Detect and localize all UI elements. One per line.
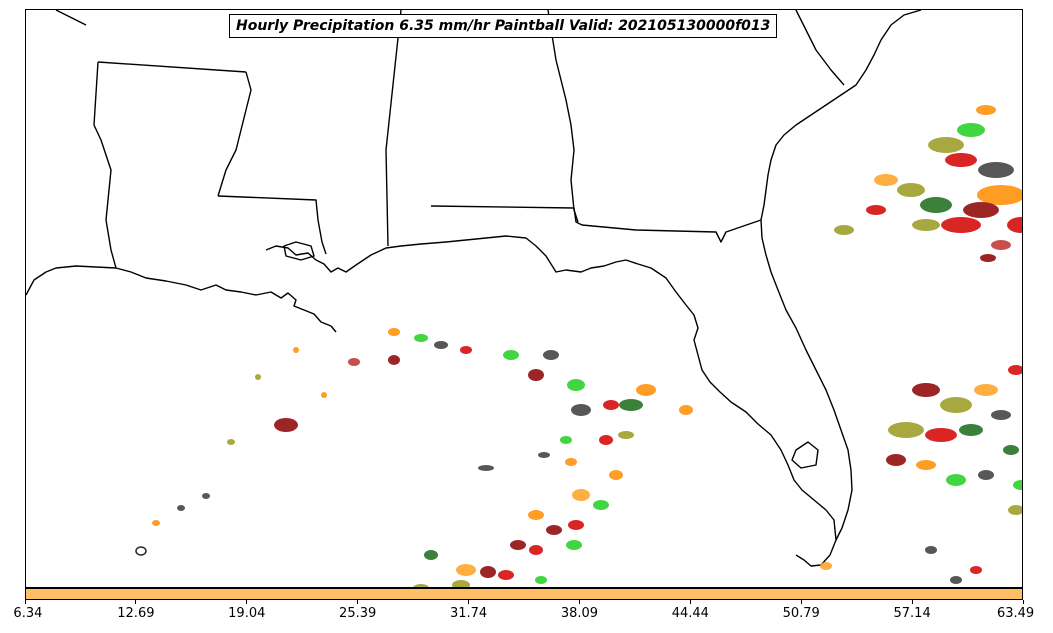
colorbar-tick-label: 31.74 bbox=[449, 606, 488, 621]
lake-okeechobee bbox=[791, 441, 819, 469]
colorbar-tick-label: 6.34 bbox=[13, 606, 43, 621]
state-border-ms-al bbox=[385, 10, 402, 247]
blob-cluster-gulf bbox=[135, 328, 832, 587]
colorbar-tick-label: 19.04 bbox=[228, 606, 266, 621]
state-border-al-ga bbox=[547, 10, 579, 223]
blob-cluster-atlantic bbox=[834, 105, 1022, 262]
colorbar-tick-label: 50.79 bbox=[782, 606, 820, 621]
state-border-ms-river bbox=[217, 71, 252, 197]
colorbar-tick-mark bbox=[578, 600, 580, 604]
blob-cluster-east bbox=[886, 365, 1022, 584]
colorbar-tick-mark bbox=[468, 600, 470, 604]
colorbar-tick-label: 38.09 bbox=[560, 606, 599, 621]
coastline-atlantic bbox=[760, 10, 922, 221]
colorbar-tick-label: 63.49 bbox=[996, 606, 1035, 621]
colorbar-tick-label: 25.39 bbox=[339, 606, 377, 621]
colorbar-tick-mark bbox=[689, 600, 691, 604]
colorbar-tick-mark bbox=[246, 600, 248, 604]
colorbar-tick-mark bbox=[357, 600, 359, 604]
state-border-ga-fl bbox=[581, 219, 762, 243]
colorbar-tick-label: 57.14 bbox=[893, 606, 931, 621]
map-canvas bbox=[26, 10, 1022, 587]
lake-pontchartrain bbox=[283, 241, 315, 261]
precip-blobs bbox=[135, 105, 1022, 587]
coastline-fl-east bbox=[760, 219, 853, 541]
coastline-la-ms bbox=[265, 235, 837, 567]
map-title: Hourly Precipitation 6.35 mm/hr Paintbal… bbox=[229, 14, 778, 38]
colorbar bbox=[25, 588, 1023, 600]
colorbar-tick-mark bbox=[24, 600, 26, 604]
state-border-tn bbox=[55, 10, 87, 26]
colorbar-tick-mark bbox=[800, 600, 802, 604]
coastline-west bbox=[26, 265, 337, 333]
colorbar-tick-mark bbox=[135, 600, 137, 604]
state-border-la-ar bbox=[97, 61, 247, 73]
colorbar-tick-label: 44.44 bbox=[671, 606, 709, 621]
map-panel: Hourly Precipitation 6.35 mm/hr Paintbal… bbox=[25, 9, 1023, 588]
colorbar-tick-label: 12.69 bbox=[117, 606, 155, 621]
colorbar-tick-mark bbox=[911, 600, 913, 604]
colorbar-tick-mark bbox=[1022, 600, 1024, 604]
state-border-la-ms-south bbox=[217, 195, 327, 255]
state-border-ar-ms bbox=[93, 61, 117, 269]
state-border-al-fl bbox=[430, 205, 583, 226]
state-border-ga-sc bbox=[795, 10, 845, 86]
